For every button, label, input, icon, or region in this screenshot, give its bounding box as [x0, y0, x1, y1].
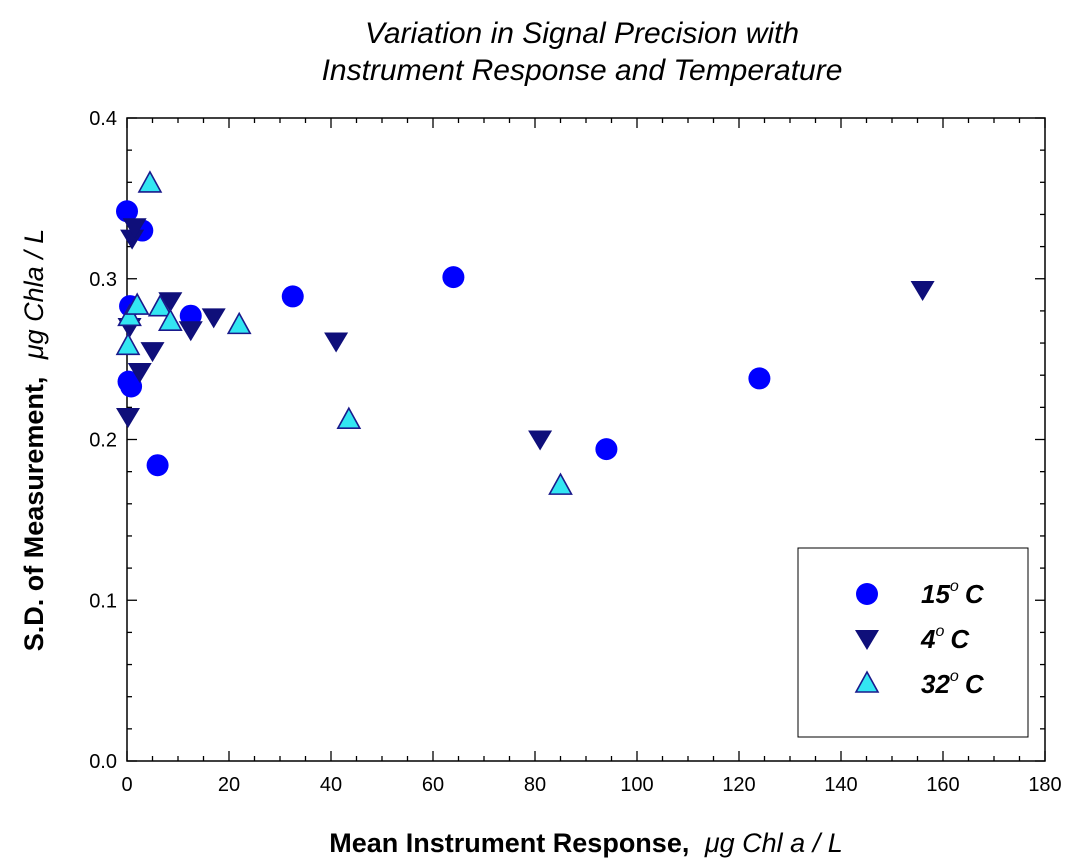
x-tick-label: 160: [926, 774, 959, 796]
x-axis-label-text: Mean Instrument Response,: [329, 828, 689, 858]
legend-label-0: 15o C: [921, 578, 985, 609]
y-tick-label: 0.3: [89, 269, 117, 291]
series-2-point: [115, 332, 141, 356]
y-axis-label-unit: μg Chla / L: [19, 229, 49, 360]
series-2-point: [124, 292, 150, 315]
x-axis-label: Mean Instrument Response, μg Chl a / L: [329, 828, 842, 858]
x-tick-label: 60: [422, 774, 444, 796]
series-2-point: [137, 170, 163, 193]
legend: 15o C 4o C 32o C: [797, 547, 1029, 738]
series-1-point: [158, 292, 183, 313]
x-tick-label: 20: [218, 774, 240, 796]
legend-marker-1: [855, 630, 879, 650]
legend-marker-2: [854, 670, 880, 693]
x-tick-label: 80: [524, 774, 546, 796]
x-tick-label: 120: [722, 774, 755, 796]
chart-title-line2: Instrument Response and Temperature: [322, 54, 843, 87]
y-axis-label: S.D. of Measurement, μg Chla / L: [19, 229, 49, 651]
series-1-point: [324, 332, 349, 353]
series-2-point: [117, 303, 142, 327]
series-0-point: [281, 285, 304, 308]
series-2-point: [157, 308, 183, 331]
x-tick-labels: 0 20 40 60 80 100 120 140 160 180: [121, 774, 1061, 796]
axis-ticks: [126, 117, 1046, 762]
y-tick-label: 0.2: [89, 430, 117, 452]
series-1-point: [528, 430, 553, 451]
legend-marker-0: [856, 583, 878, 605]
legend-label-2: 32o C: [921, 668, 985, 699]
data-points: [115, 170, 935, 495]
x-tick-label: 0: [121, 774, 132, 796]
series-0-point: [442, 266, 465, 289]
series-1-point: [910, 281, 935, 302]
series-0-point: [595, 438, 618, 461]
y-tick-label: 0.1: [89, 590, 117, 612]
series-1-point: [122, 218, 147, 239]
series-1-point: [120, 229, 145, 250]
y-tick-labels: 0.0 0.1 0.2 0.3 0.4: [89, 108, 117, 773]
series-2-point: [147, 294, 173, 317]
series-0-point: [748, 367, 771, 390]
chart-title-line1: Variation in Signal Precision with: [365, 17, 799, 50]
y-tick-label: 0.0: [89, 751, 117, 773]
series-1-point: [201, 308, 226, 329]
x-axis-label-unit: μg Chl a / L: [704, 828, 843, 858]
x-tick-label: 180: [1028, 774, 1061, 796]
series-1-point: [116, 407, 141, 428]
series-1-point: [127, 362, 152, 383]
series-1-point: [140, 342, 165, 363]
legend-label-1: 4o C: [920, 623, 970, 654]
y-tick-label: 0.4: [89, 108, 117, 130]
series-1-point: [178, 321, 203, 342]
x-tick-label: 100: [620, 774, 653, 796]
y-axis-label-text: S.D. of Measurement,: [19, 377, 49, 652]
series-0-point: [146, 454, 169, 477]
series-0-point: [116, 200, 138, 223]
legend-box: [797, 547, 1029, 738]
x-tick-label: 140: [824, 774, 857, 796]
series-2-point: [226, 311, 252, 335]
series-0-point: [120, 375, 143, 398]
x-tick-label: 40: [320, 774, 342, 796]
series-2-point: [548, 472, 573, 495]
series-2-point: [336, 406, 362, 430]
